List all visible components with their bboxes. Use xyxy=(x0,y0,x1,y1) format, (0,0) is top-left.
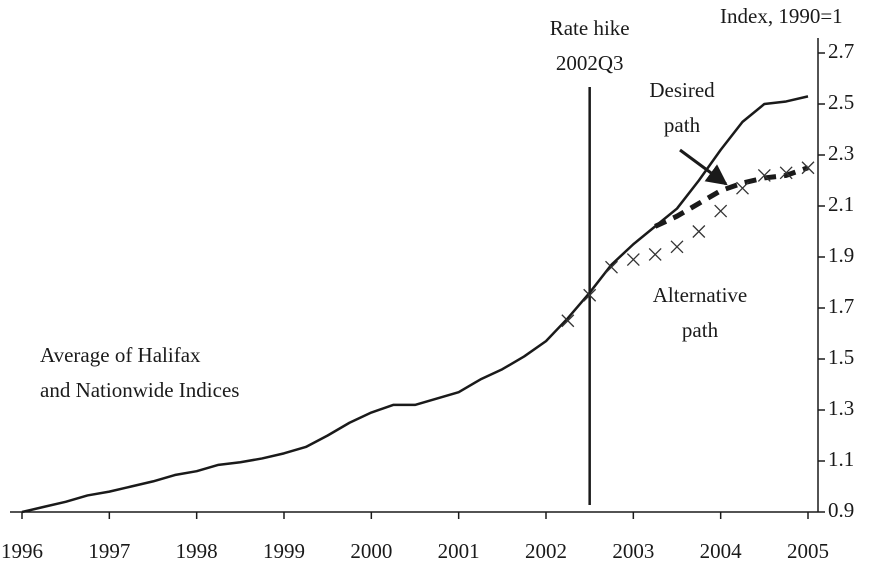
series-label: path xyxy=(682,318,719,342)
x-tick-label: 1997 xyxy=(88,539,130,563)
cross-marker xyxy=(561,314,575,328)
y-tick-label: 1.7 xyxy=(828,294,854,318)
series-label: Alternative xyxy=(653,283,747,307)
x-tick-label: 2000 xyxy=(350,539,392,563)
y-tick-label: 1.3 xyxy=(828,396,854,420)
y-tick-label: 1.1 xyxy=(828,447,854,471)
rate-hike-label: 2002Q3 xyxy=(556,51,624,75)
y-tick-label: 1.9 xyxy=(828,243,854,267)
y-tick-label: 2.1 xyxy=(828,192,854,216)
cross-marker xyxy=(779,166,793,180)
rate-hike-label: Rate hike xyxy=(550,16,630,40)
cross-marker xyxy=(736,181,749,195)
x-tick-label: 2001 xyxy=(438,539,480,563)
index-line xyxy=(21,95,809,514)
cross-marker xyxy=(801,161,815,175)
cross-marker xyxy=(692,225,706,238)
cross-marker xyxy=(605,260,618,274)
y-tick-label: 2.5 xyxy=(828,90,854,114)
cross-marker xyxy=(757,168,771,182)
y-tick-label: 2.3 xyxy=(828,141,854,165)
cross-marker xyxy=(648,247,662,261)
x-tick-label: 1996 xyxy=(1,539,43,563)
cross-marker xyxy=(714,204,728,218)
annotation-arrow xyxy=(679,148,728,186)
series-label: path xyxy=(664,113,701,137)
x-tick-label: 2003 xyxy=(612,539,654,563)
y-tick-label: 0.9 xyxy=(828,498,854,522)
x-tick-label: 1999 xyxy=(263,539,305,563)
desired-path-line xyxy=(654,165,809,229)
series-label: Average of Halifax xyxy=(40,343,201,367)
x-tick-label: 1998 xyxy=(176,539,218,563)
series-label: and Nationwide Indices xyxy=(40,378,239,402)
y-axis-label: Index, 1990=1 xyxy=(720,4,843,28)
x-tick-label: 2005 xyxy=(787,539,829,563)
x-tick-label: 2002 xyxy=(525,539,567,563)
series-label: Desired xyxy=(649,78,715,102)
x-tick-label: 2004 xyxy=(700,539,743,563)
cross-marker xyxy=(670,240,684,254)
y-tick-label: 2.7 xyxy=(828,39,854,63)
cross-marker xyxy=(583,288,597,302)
y-tick-label: 1.5 xyxy=(828,345,854,369)
cross-marker xyxy=(626,253,640,267)
